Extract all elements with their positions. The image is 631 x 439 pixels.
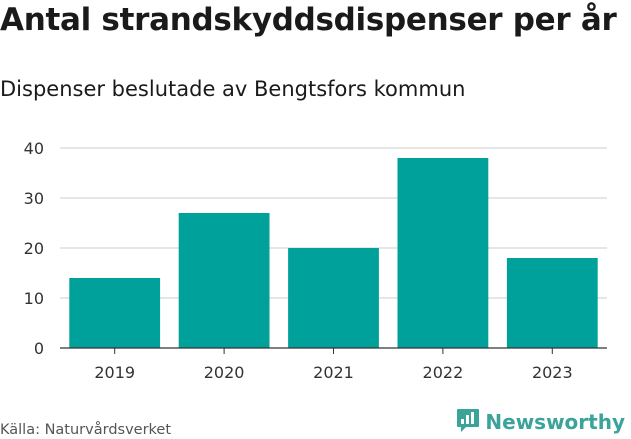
bar-chart: 0 10 20 30 40 2019 2020 2021 2022 2023 (24, 139, 607, 382)
chart-logo-icon (456, 407, 480, 437)
y-tick-label: 20 (24, 239, 44, 258)
bar-2020[interactable] (178, 213, 270, 348)
x-tick-label: 2019 (94, 363, 135, 382)
chart-title: Antal strandskyddsdispenser per år (0, 2, 617, 38)
y-tick-label: 30 (24, 189, 44, 208)
x-tick-label: 2023 (532, 363, 573, 382)
bar-2023[interactable] (506, 258, 598, 348)
newsworthy-logo[interactable]: Newsworthy (456, 408, 625, 436)
bar-2022[interactable] (397, 158, 489, 348)
y-tick-label: 10 (24, 289, 44, 308)
bar-2021[interactable] (288, 248, 379, 348)
bar-2019[interactable] (69, 278, 161, 348)
x-tick-label: 2020 (204, 363, 245, 382)
chart-subtitle: Dispenser beslutade av Bengtsfors kommun (0, 77, 466, 101)
bars (69, 158, 598, 348)
axes: 0 10 20 30 40 2019 2020 2021 2022 2023 (24, 139, 607, 382)
source-note: Källa: Naturvårdsverket (0, 422, 172, 438)
brand-name: Newsworthy (485, 410, 625, 434)
x-tick-label: 2022 (423, 363, 464, 382)
x-tick-label: 2021 (313, 363, 354, 382)
y-tick-label: 0 (34, 339, 44, 358)
y-tick-label: 40 (24, 139, 44, 158)
